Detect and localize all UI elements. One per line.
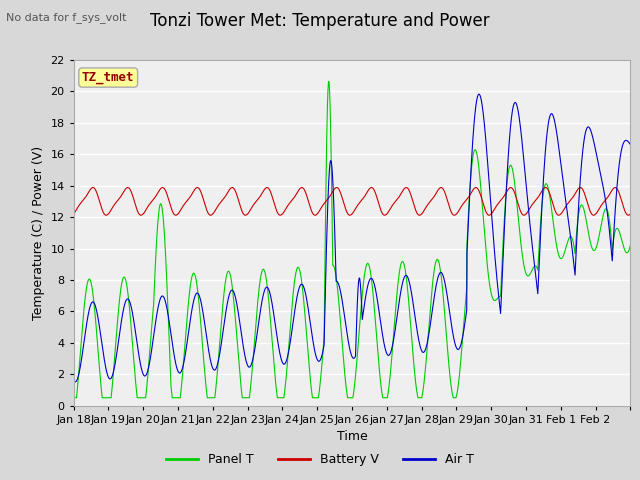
Air T — [125, 298, 133, 304]
Battery V — [386, 206, 394, 212]
Battery V — [552, 209, 559, 215]
Panel T — [552, 234, 559, 240]
Text: No data for f_sys_volt: No data for f_sys_volt — [6, 12, 127, 23]
Panel T — [386, 378, 394, 384]
Battery V — [520, 212, 528, 218]
Air T — [552, 122, 559, 128]
Air T — [520, 159, 528, 165]
Line: Panel T: Panel T — [74, 82, 630, 398]
Battery V — [126, 186, 134, 192]
Air T — [386, 352, 394, 358]
Line: Battery V: Battery V — [74, 188, 630, 215]
Line: Air T: Air T — [74, 94, 630, 382]
Battery V — [89, 185, 97, 191]
Text: Tonzi Tower Met: Temperature and Power: Tonzi Tower Met: Temperature and Power — [150, 12, 490, 30]
Battery V — [70, 211, 77, 217]
Y-axis label: Temperature (C) / Power (V): Temperature (C) / Power (V) — [32, 146, 45, 320]
Battery V — [102, 212, 110, 218]
Air T — [627, 142, 634, 147]
Panel T — [125, 302, 133, 308]
X-axis label: Time: Time — [337, 430, 367, 443]
Panel T — [325, 79, 333, 84]
Panel T — [70, 395, 77, 401]
Air T — [476, 91, 483, 97]
Air T — [246, 364, 253, 370]
Battery V — [627, 211, 634, 217]
Battery V — [246, 208, 253, 214]
Panel T — [520, 262, 527, 267]
Air T — [70, 377, 77, 383]
Text: TZ_tmet: TZ_tmet — [82, 71, 134, 84]
Air T — [72, 379, 79, 385]
Panel T — [627, 242, 634, 248]
Panel T — [246, 395, 253, 400]
Legend: Panel T, Battery V, Air T: Panel T, Battery V, Air T — [161, 448, 479, 471]
Air T — [619, 142, 627, 147]
Panel T — [619, 240, 627, 246]
Battery V — [619, 203, 627, 208]
